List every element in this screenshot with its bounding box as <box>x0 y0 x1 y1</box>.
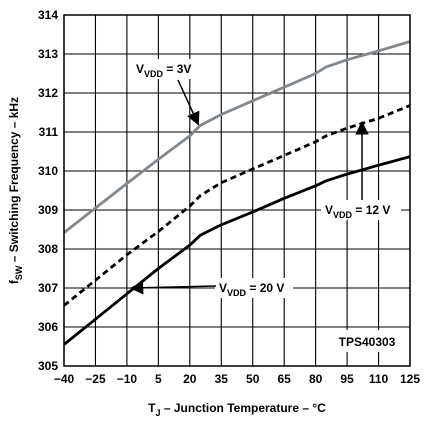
series-layer <box>63 40 411 346</box>
series-label-vdd20: VVDD = 20 V <box>219 281 284 298</box>
part-label: TPS40303 <box>339 335 396 349</box>
x-tick-label: 65 <box>278 372 292 386</box>
x-tick-label: 80 <box>309 372 323 386</box>
x-tick-label: 125 <box>400 372 420 386</box>
x-tick-label: −40 <box>54 372 75 386</box>
series-label-vdd12: VVDD = 12 V <box>325 203 390 220</box>
x-tick-label: 50 <box>246 372 260 386</box>
x-tick-label: −25 <box>85 372 106 386</box>
series-label-bg <box>321 200 401 220</box>
annotations: VVDD = 3V VVDD = 12 V VVDD = 20 V TPS40303 <box>129 59 407 352</box>
series-label-vdd3: VVDD = 3V <box>136 62 191 79</box>
y-tick-label: 306 <box>38 320 58 334</box>
x-tick-label: −10 <box>117 372 138 386</box>
x-tick-label: 20 <box>183 372 197 386</box>
series-label-bg <box>132 59 208 79</box>
y-tick-label: 312 <box>38 86 58 100</box>
series-line-vdd20 <box>63 155 411 346</box>
y-tick-label: 309 <box>38 203 58 217</box>
y-tick-label: 314 <box>38 8 58 22</box>
part-label-bg <box>327 330 407 352</box>
y-tick-label: 308 <box>38 242 58 256</box>
y-tick-label: 311 <box>39 125 59 139</box>
y-axis-title: fSW – Switching Frequency – kHz <box>7 97 24 284</box>
y-tick-label: 313 <box>38 47 58 61</box>
y-tick-label: 307 <box>38 281 58 295</box>
x-tick-label: 35 <box>215 372 229 386</box>
callout-arrow-vdd3 <box>177 79 200 126</box>
x-tick-label: 5 <box>155 372 162 386</box>
y-tick-label: 310 <box>38 164 58 178</box>
callout-arrow-vdd20 <box>129 281 217 295</box>
y-tick-label: 305 <box>38 359 58 373</box>
x-tick-label: 110 <box>369 372 389 386</box>
tick-labels: −40 −25 −10 5 20 35 50 65 80 95 110 125 305 306 307 308… <box>38 8 420 386</box>
x-axis-title: TJ – Junction Temperature – °C <box>148 401 326 418</box>
series-line-vdd3 <box>63 40 411 234</box>
series-label-bg <box>215 278 293 298</box>
plot-frame <box>63 14 411 367</box>
series-line-vdd12 <box>63 104 411 307</box>
x-tick-label: 95 <box>340 372 354 386</box>
